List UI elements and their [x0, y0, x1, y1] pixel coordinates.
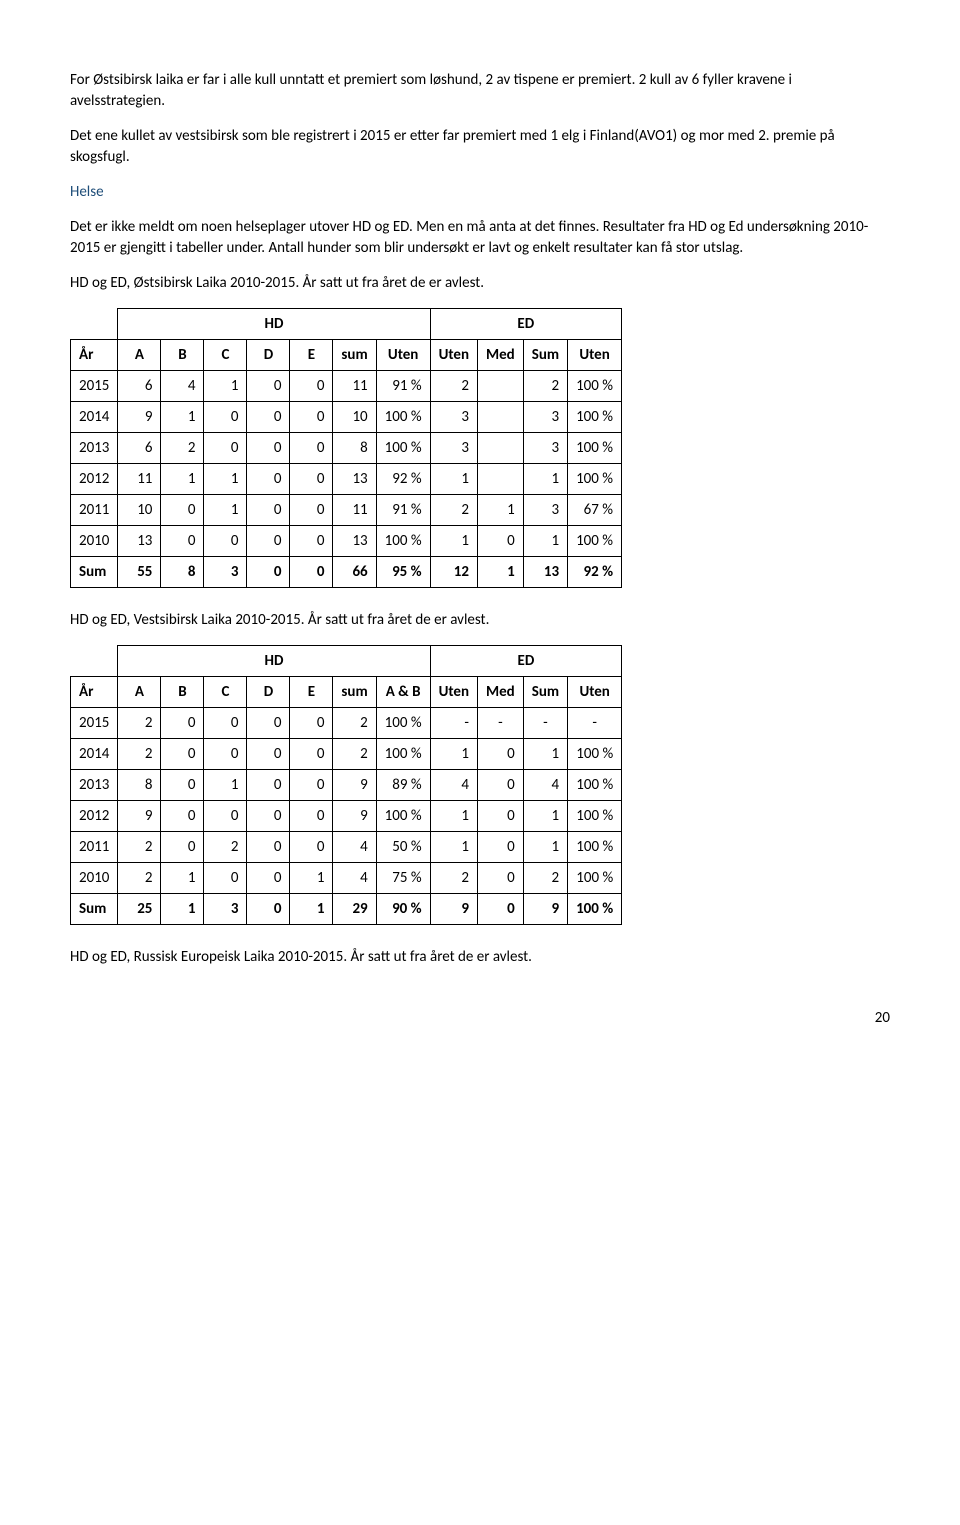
- col-header: B: [161, 340, 204, 371]
- col-header: Uten: [376, 340, 430, 371]
- col-header: Uten: [568, 340, 622, 371]
- paragraph: Det ene kullet av vestsibirsk som ble re…: [70, 126, 890, 168]
- col-header: B: [161, 677, 204, 708]
- table-sum-row: Sum5583006695 %1211392 %: [71, 557, 622, 588]
- table-sum-row: Sum2513012990 %909100 %: [71, 894, 622, 925]
- col-group-ed: ED: [430, 309, 621, 340]
- col-header: A: [118, 340, 161, 371]
- paragraph: Det er ikke meldt om noen helseplager ut…: [70, 217, 890, 259]
- col-header: Med: [478, 677, 524, 708]
- table-row: 20111001001191 %21367 %: [71, 495, 622, 526]
- col-header: Sum: [523, 677, 567, 708]
- table-caption: HD og ED, Vestsibirsk Laika 2010-2015. Å…: [70, 610, 890, 631]
- table-row: 2015641001191 %22100 %: [71, 371, 622, 402]
- col-header: Uten: [430, 677, 477, 708]
- table-row: 20149100010100 %33100 %: [71, 402, 622, 433]
- table-row: 201021001475 %202100 %: [71, 863, 622, 894]
- col-header: Sum: [523, 340, 567, 371]
- col-group-hd: HD: [118, 309, 430, 340]
- table-row: 2015200002100 %----: [71, 708, 622, 739]
- table-row: 20121111001392 %11100 %: [71, 464, 622, 495]
- col-header: C: [204, 677, 247, 708]
- col-header: År: [71, 677, 118, 708]
- col-header: E: [290, 677, 333, 708]
- page-number: 20: [70, 1008, 890, 1029]
- col-header: sum: [333, 677, 376, 708]
- col-header: A: [118, 677, 161, 708]
- table-row: 201120200450 %101100 %: [71, 832, 622, 863]
- table-caption: HD og ED, Østsibirsk Laika 2010-2015. År…: [70, 273, 890, 294]
- table-row: 2013620008100 %33100 %: [71, 433, 622, 464]
- col-header: C: [204, 340, 247, 371]
- table-ostsibirsk: HD ED År A B C D E sum Uten Uten Med Sum…: [70, 308, 622, 588]
- col-header: Uten: [430, 340, 477, 371]
- col-group-ed: ED: [430, 646, 622, 677]
- table-row: 2012900009100 %101100 %: [71, 801, 622, 832]
- col-header: År: [71, 340, 118, 371]
- table-row: 201380100989 %404100 %: [71, 770, 622, 801]
- col-header: E: [290, 340, 333, 371]
- col-header: A & B: [376, 677, 430, 708]
- paragraph: For Østsibirsk laika er far i alle kull …: [70, 70, 890, 112]
- table-row: 2014200002100 %101100 %: [71, 739, 622, 770]
- col-header: sum: [333, 340, 376, 371]
- col-header: D: [247, 340, 290, 371]
- col-header: Uten: [568, 677, 622, 708]
- section-heading-helse: Helse: [70, 182, 890, 203]
- col-header: Med: [478, 340, 524, 371]
- table-caption: HD og ED, Russisk Europeisk Laika 2010-2…: [70, 947, 890, 968]
- table-row: 201013000013100 %101100 %: [71, 526, 622, 557]
- table-vestsibirsk: HD ED År A B C D E sum A & B Uten Med Su…: [70, 645, 622, 925]
- col-group-hd: HD: [118, 646, 430, 677]
- col-header: D: [247, 677, 290, 708]
